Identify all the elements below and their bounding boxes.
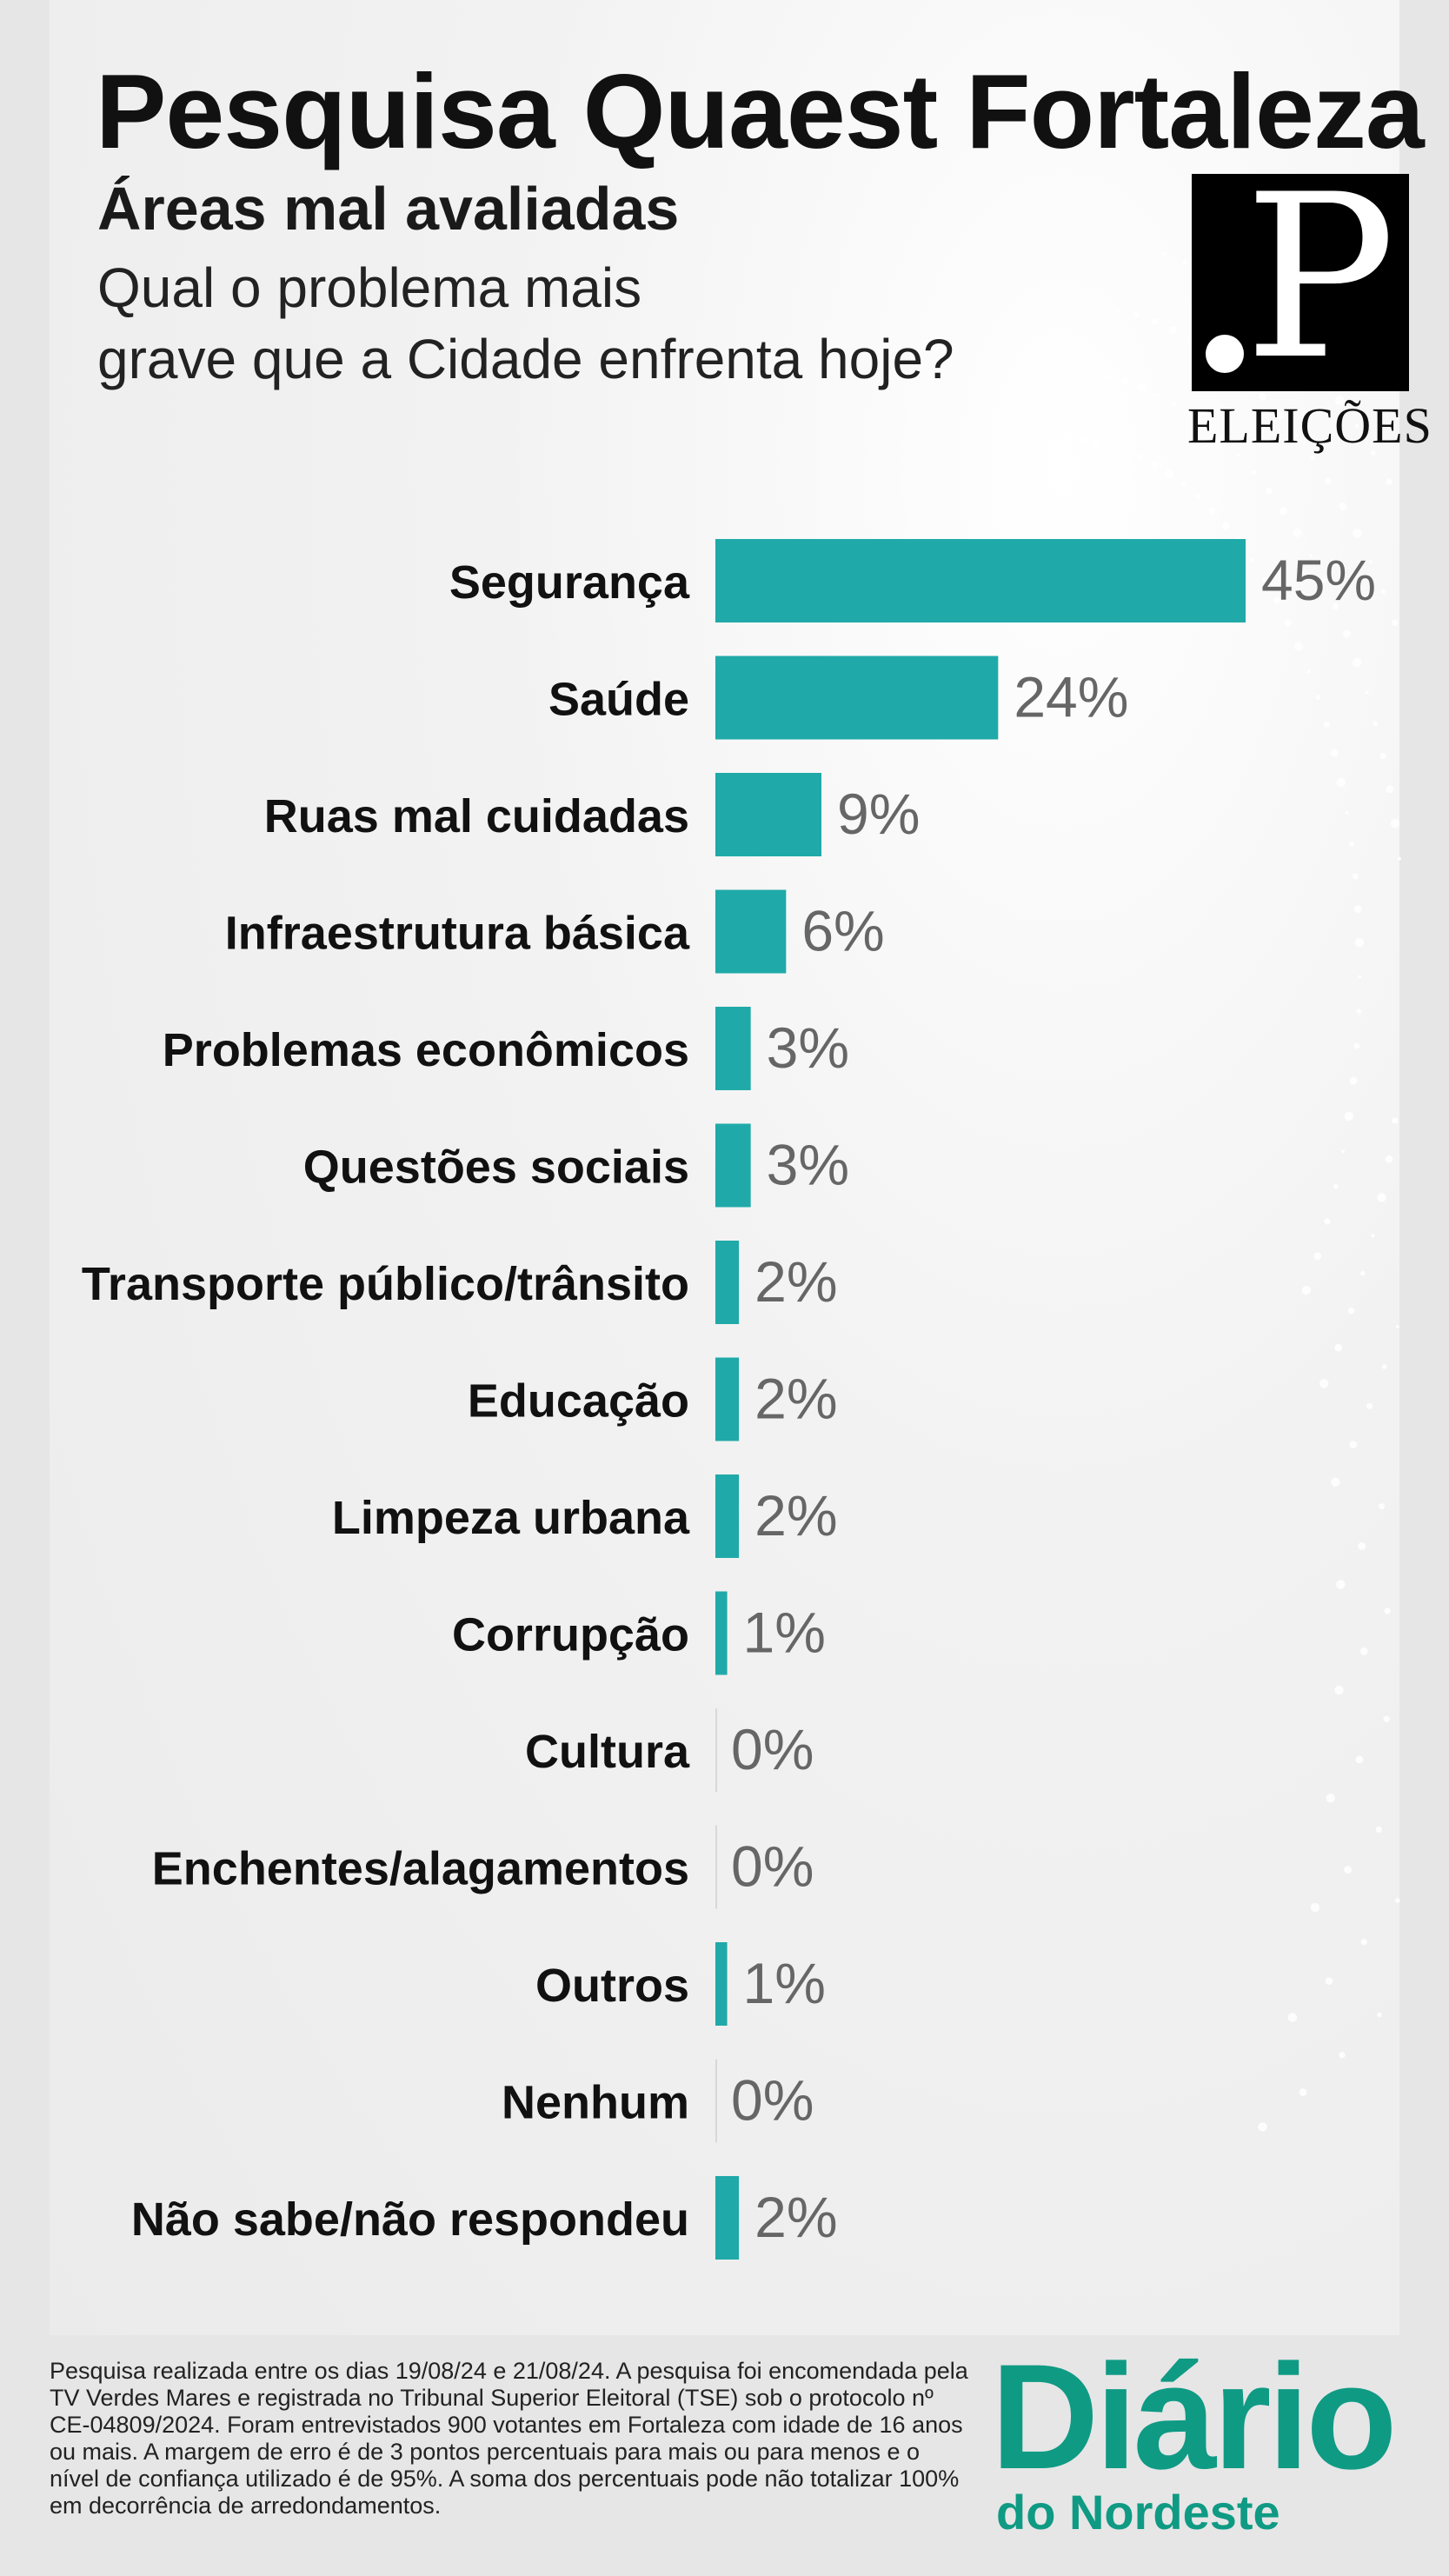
category-label: Enchentes/alagamentos bbox=[152, 1843, 689, 1895]
category-label: Cultura bbox=[525, 1726, 690, 1778]
bar bbox=[715, 1474, 740, 1558]
value-label: 6% bbox=[801, 899, 884, 963]
value-label: 0% bbox=[731, 1834, 814, 1899]
value-label: 24% bbox=[1014, 665, 1128, 729]
category-label: Infraestrutura básica bbox=[225, 908, 690, 960]
value-label: 3% bbox=[767, 1015, 849, 1080]
brand-name: Diário bbox=[991, 2333, 1397, 2500]
survey-question-line-2: grave que a Cidade enfrenta hoje? bbox=[97, 328, 954, 390]
value-label: 45% bbox=[1261, 548, 1376, 612]
bar bbox=[715, 1241, 740, 1324]
bar bbox=[715, 539, 1246, 622]
bar-zero bbox=[715, 1708, 717, 1792]
bar bbox=[715, 656, 999, 740]
value-label: 2% bbox=[754, 1249, 837, 1314]
category-label: Educação bbox=[468, 1375, 689, 1428]
category-label: Outros bbox=[535, 1960, 689, 2012]
value-label: 3% bbox=[767, 1133, 849, 1197]
bar-zero bbox=[715, 1825, 717, 1909]
value-label: 0% bbox=[731, 2068, 814, 2133]
value-label: 2% bbox=[754, 2185, 837, 2249]
survey-question: Qual o problema mais grave que a Cidade … bbox=[97, 252, 967, 395]
category-label: Saúde bbox=[548, 674, 689, 726]
value-label: 2% bbox=[754, 1367, 837, 1431]
page-title: Pesquisa Quaest Fortaleza bbox=[96, 52, 1425, 170]
logo-caption: ELEIÇÕES bbox=[1187, 397, 1432, 454]
category-label: Não sabe/não respondeu bbox=[131, 2193, 689, 2246]
survey-question-line-1: Qual o problema mais bbox=[97, 256, 642, 319]
brand-tagline: do Nordeste bbox=[996, 2485, 1280, 2539]
logo-dot bbox=[1206, 335, 1244, 373]
category-label: Limpeza urbana bbox=[332, 1492, 690, 1544]
category-label: Questões sociais bbox=[303, 1142, 689, 1194]
value-label: 0% bbox=[731, 1717, 814, 1781]
category-label: Corrupção bbox=[452, 1609, 689, 1661]
logo-letter: P bbox=[1244, 174, 1396, 391]
bar bbox=[715, 773, 821, 856]
value-label: 1% bbox=[743, 1601, 826, 1665]
value-label: 2% bbox=[754, 1483, 837, 1548]
category-label: Ruas mal cuidadas bbox=[264, 790, 689, 842]
publisher-logo: P bbox=[1192, 174, 1409, 391]
bar bbox=[715, 1942, 728, 2026]
bar bbox=[715, 1007, 751, 1090]
page-subtitle: Áreas mal avaliadas bbox=[97, 175, 680, 243]
bar bbox=[715, 1591, 728, 1675]
bar bbox=[715, 889, 787, 974]
category-label: Segurança bbox=[449, 556, 690, 609]
brand-logo: Diário do Nordeste bbox=[991, 2333, 1408, 2539]
bar bbox=[715, 2176, 740, 2260]
methodology-note: Pesquisa realizada entre os dias 19/08/2… bbox=[50, 2358, 968, 2519]
bar-chart: Segurança 45% Saúde 24% Ruas mal cuidadas 9% I… bbox=[82, 539, 1376, 2260]
value-label: 1% bbox=[743, 1951, 826, 2015]
bar bbox=[715, 1123, 751, 1208]
category-label: Transporte público/trânsito bbox=[82, 1258, 689, 1310]
value-label: 9% bbox=[837, 782, 920, 846]
category-label: Nenhum bbox=[502, 2077, 689, 2129]
bar bbox=[715, 1357, 740, 1441]
bar-zero bbox=[715, 2059, 717, 2143]
category-label: Problemas econômicos bbox=[163, 1024, 689, 1076]
